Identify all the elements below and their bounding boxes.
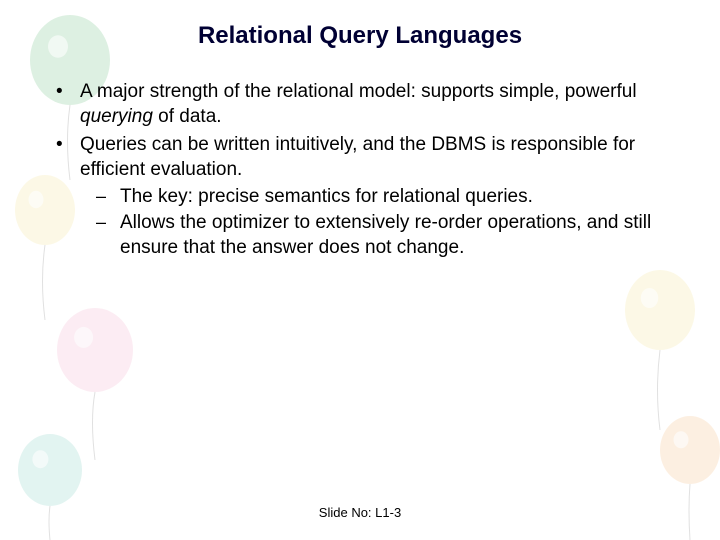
bullet-item-2: Queries can be written intuitively, and … — [48, 133, 680, 260]
sub-1-text: The key: precise semantics for relationa… — [120, 186, 533, 207]
bullet-2-text: Queries can be written intuitively, and … — [80, 134, 635, 180]
sub-item-1: The key: precise semantics for relationa… — [80, 185, 680, 210]
bullet-1-pre: A major strength of the relational model… — [80, 81, 637, 102]
slide-footer: Slide No: L1-3 — [0, 505, 720, 520]
sub-list: The key: precise semantics for relationa… — [80, 185, 680, 261]
bullet-item-1: A major strength of the relational model… — [48, 80, 680, 129]
slide-content: A major strength of the relational model… — [48, 80, 680, 265]
bullet-1-post: of data. — [153, 106, 222, 127]
sub-2-text: Allows the optimizer to extensively re-o… — [120, 212, 651, 258]
sub-item-2: Allows the optimizer to extensively re-o… — [80, 211, 680, 260]
bullet-1-italic: querying — [80, 106, 153, 127]
bullet-list: A major strength of the relational model… — [48, 80, 680, 261]
